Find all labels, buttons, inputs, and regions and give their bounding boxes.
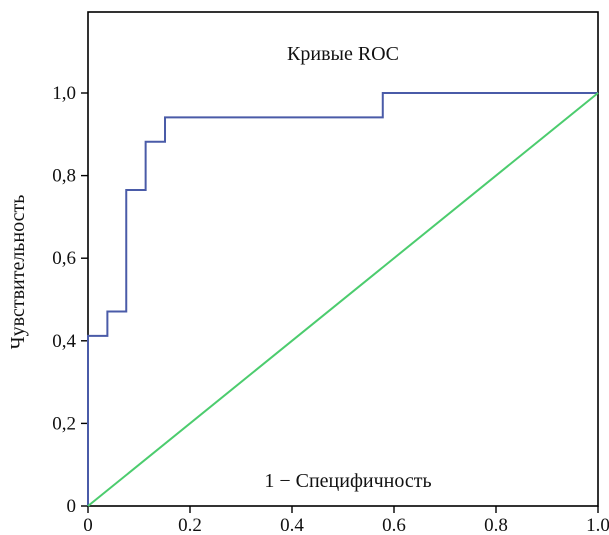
x-axis-label: 1 − Специфичность: [264, 470, 431, 492]
x-tick-label: 0.8: [484, 515, 508, 535]
x-tick-label: 1.0: [586, 515, 609, 535]
plot-frame: [87, 11, 599, 507]
series-layer: [87, 92, 599, 507]
y-tick-label: 0,8: [52, 166, 76, 187]
roc-curve-line: [87, 92, 598, 506]
y-axis-label: Чувствительность: [7, 195, 29, 350]
y-axis-ticks: 0 0,2 0,4 0,6 0,8 1,0: [52, 83, 88, 517]
x-tick-label: 0.2: [178, 515, 202, 535]
y-tick-label: 0,6: [52, 248, 76, 269]
y-tick-label: 0,2: [52, 413, 76, 434]
y-tick-label: 1,0: [52, 83, 76, 104]
x-tick-label: 0.4: [280, 515, 304, 535]
x-tick-label: 0: [83, 515, 93, 535]
x-axis-ticks: 0 0.2 0.4 0.6 0.8 1.0: [83, 506, 609, 535]
reference-diagonal-line: [87, 92, 599, 507]
y-tick-label: 0,4: [52, 331, 76, 352]
x-tick-label: 0.6: [382, 515, 406, 535]
y-tick-label: 0: [67, 496, 77, 517]
chart-title: Кривые ROC: [287, 43, 399, 65]
